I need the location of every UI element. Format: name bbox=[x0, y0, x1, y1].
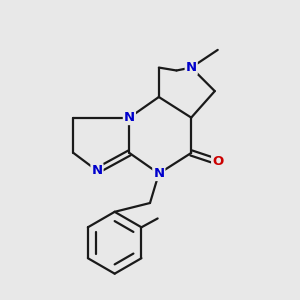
Text: N: N bbox=[92, 164, 103, 177]
Text: N: N bbox=[153, 167, 164, 180]
Text: O: O bbox=[212, 155, 223, 168]
Text: N: N bbox=[124, 111, 135, 124]
Text: N: N bbox=[186, 61, 197, 74]
